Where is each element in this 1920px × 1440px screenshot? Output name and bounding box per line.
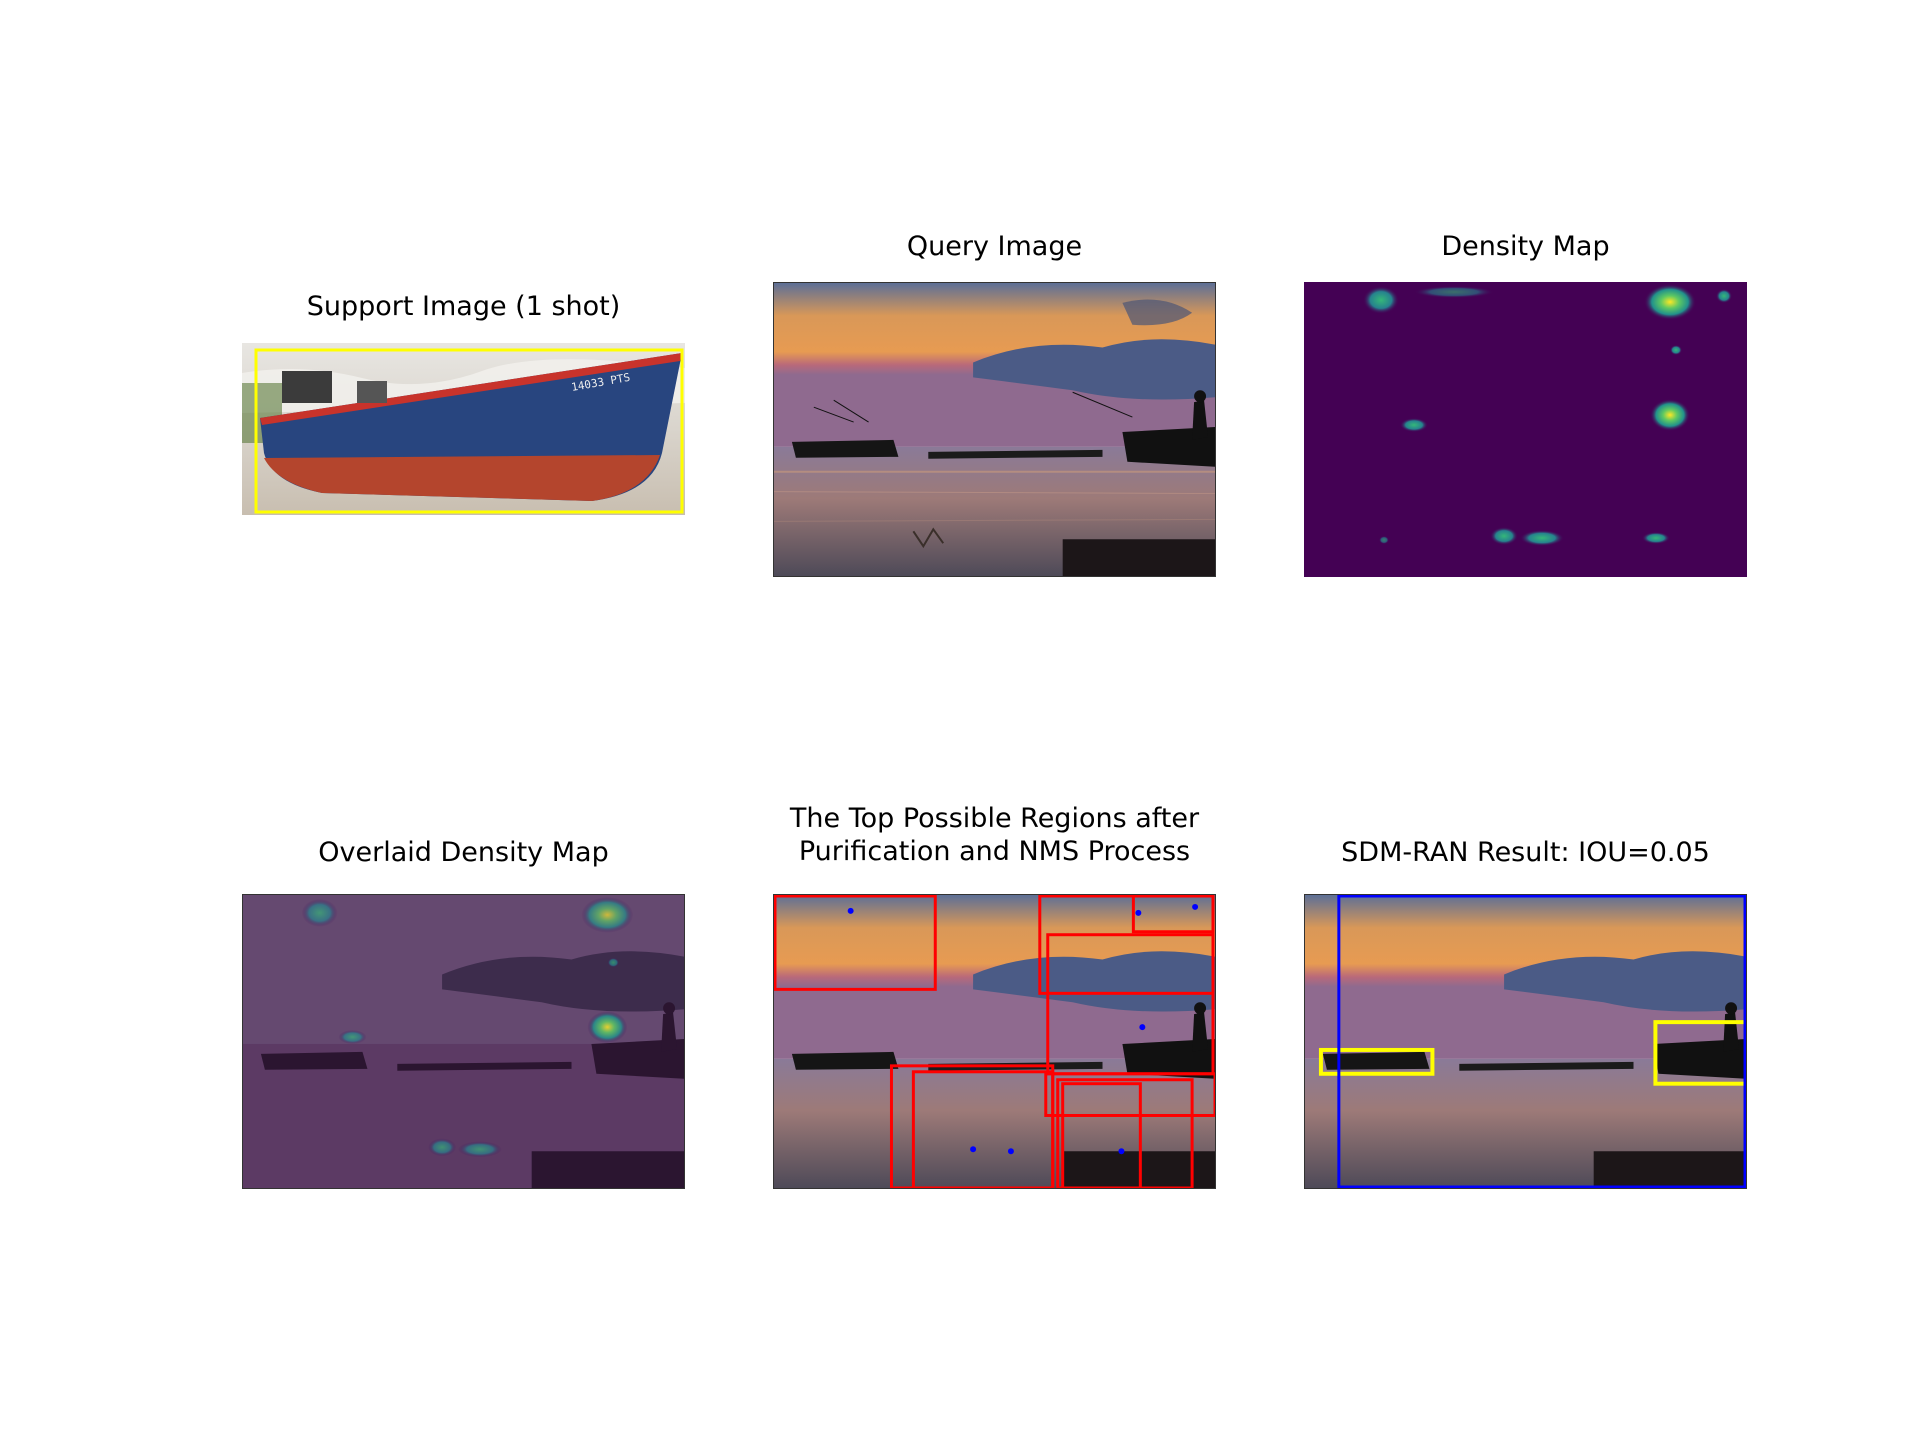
ground-truth-box-left — [1318, 1047, 1435, 1076]
density-map — [1304, 282, 1747, 577]
candidate-region-boxes — [774, 895, 1215, 1188]
density-map-title: Density Map — [1441, 231, 1610, 262]
result-title: SDM-RAN Result: IOU=0.05 — [1341, 837, 1710, 868]
top-regions-panel: The Top Possible Regions after Purificat… — [773, 802, 1216, 1190]
query-image-title: Query Image — [906, 231, 1083, 262]
top-regions-title-line-1: The Top Possible Regions after — [789, 803, 1200, 834]
result-panel: SDM-RAN Result: IOU=0.05 — [1304, 836, 1747, 1190]
predicted-box — [1337, 895, 1746, 1188]
top-regions-title-line-2: Purification and NMS Process — [798, 836, 1191, 867]
density-map-panel: Density Map — [1304, 230, 1747, 577]
query-image-panel: Query Image — [773, 230, 1216, 577]
overlaid-density-panel: Overlaid Density Map — [242, 836, 685, 1190]
ground-truth-box-right — [1653, 1020, 1746, 1086]
candidate-region-points — [847, 903, 1199, 1155]
support-image: 14033 PTS — [242, 343, 685, 515]
overlaid-density-title: Overlaid Density Map — [318, 837, 609, 868]
result-image — [1304, 894, 1747, 1189]
support-image-panel: Support Image (1 shot) 14033 PTS — [242, 290, 685, 515]
query-image — [773, 282, 1216, 577]
top-regions-image — [773, 894, 1216, 1189]
support-image-title: Support Image (1 shot) — [306, 291, 621, 322]
overlaid-density-map — [242, 894, 685, 1189]
